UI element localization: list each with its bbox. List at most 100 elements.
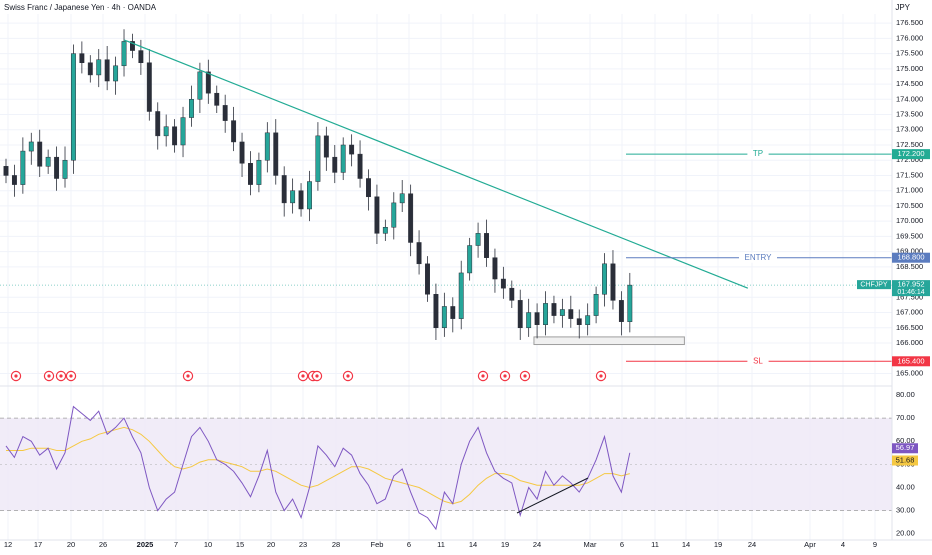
candle-body	[28, 141, 34, 152]
time-tick-label: 20	[67, 540, 75, 549]
rsi-ma-value-tag	[892, 455, 918, 466]
price-tick-label: 171.500	[896, 170, 923, 179]
event-dot	[59, 374, 63, 378]
candle	[627, 272, 633, 333]
event-markers	[10, 370, 607, 382]
candle-body	[290, 190, 296, 204]
time-tick-label: 24	[748, 540, 756, 549]
candle-body	[281, 175, 287, 204]
candle	[500, 266, 506, 299]
symbol-title[interactable]: Swiss Franc / Japanese Yen · 4h · OANDA	[4, 3, 157, 12]
candle	[37, 129, 43, 177]
candle-body	[113, 65, 119, 82]
candle-body	[450, 306, 456, 319]
candle	[517, 289, 523, 340]
candle-body	[248, 163, 253, 185]
time-tick-label: 28	[332, 540, 340, 549]
candle-body	[366, 178, 371, 198]
candle-body	[382, 226, 388, 234]
candle	[273, 119, 279, 185]
candle	[172, 119, 178, 153]
event-dot	[503, 374, 507, 378]
price-tick-label: 176.500	[896, 18, 923, 27]
event-dot	[47, 374, 51, 378]
time-tick-label: 19	[501, 540, 509, 549]
candle	[492, 248, 498, 293]
candle-body	[467, 245, 473, 274]
candle	[130, 33, 135, 59]
candle	[214, 85, 220, 114]
candle-body	[374, 196, 380, 234]
candle-body	[517, 300, 523, 329]
time-tick-label: 17	[34, 540, 42, 549]
time-tick-label: 2025	[137, 540, 154, 549]
time-tick-label: 11	[651, 540, 659, 549]
event-dot	[69, 374, 73, 378]
time-tick-label: 24	[533, 540, 541, 549]
candle	[290, 178, 296, 214]
sl-label-bg	[747, 356, 769, 367]
economic-event-icon	[65, 370, 77, 382]
candle-body	[399, 193, 405, 204]
entry-label: ENTRY	[745, 253, 773, 262]
candle-body	[576, 318, 582, 325]
candle-body	[526, 312, 532, 329]
candle-body	[70, 53, 76, 161]
price-tick-label: 167.000	[896, 308, 923, 317]
event-dot	[481, 374, 485, 378]
candle-body	[180, 117, 186, 146]
last-price-text: 167.952	[897, 280, 924, 289]
price-tick-label: 170.500	[896, 201, 923, 210]
candle-body	[37, 141, 43, 167]
candle-body	[62, 159, 68, 179]
price-tick-label: 169.500	[896, 231, 923, 240]
event-dot	[315, 374, 319, 378]
candle	[467, 237, 473, 281]
candle-body	[163, 126, 169, 137]
candle-body	[323, 135, 329, 158]
price-tick-label: 176.000	[896, 33, 923, 42]
candle-body	[458, 272, 464, 319]
candle	[484, 219, 489, 267]
rsi-value-text: 56.97	[896, 443, 915, 452]
candle	[391, 192, 397, 240]
rsi-pane	[0, 405, 892, 531]
candle-body	[593, 294, 599, 316]
candle	[366, 169, 371, 211]
candle-body	[138, 50, 144, 63]
candle	[3, 158, 9, 184]
event-dot	[301, 374, 305, 378]
candle-body	[87, 62, 93, 76]
candle	[62, 146, 68, 188]
candle	[222, 94, 228, 133]
candle-body	[408, 193, 414, 243]
candle	[104, 45, 110, 91]
currency-label[interactable]: JPY	[895, 3, 910, 12]
candle-body	[3, 166, 9, 176]
candle-body	[231, 120, 237, 143]
candle-body	[11, 175, 17, 185]
time-tick-label: Apr	[804, 540, 816, 549]
rsi-tick-label: 70.00	[896, 413, 915, 422]
candle	[315, 122, 321, 191]
candle-body	[509, 287, 515, 301]
candle-body	[205, 71, 211, 94]
candle	[281, 166, 287, 217]
candle-body	[146, 62, 152, 112]
candle	[121, 29, 127, 77]
candle-body	[475, 233, 481, 246]
price-axis: 176.500 176.000 175.500 175.000 174.500 174.0…	[857, 0, 932, 550]
rsi-value-tag	[892, 443, 918, 454]
time-tick-label: 23	[299, 540, 307, 549]
candle-body	[20, 150, 26, 185]
candle-body	[484, 233, 489, 258]
time-tick-label: Feb	[371, 540, 384, 549]
rsi-trendline	[516, 477, 589, 514]
candle-body	[349, 144, 355, 155]
price-tick-label: 175.000	[896, 64, 923, 73]
candle-body	[79, 53, 85, 63]
rsi-tick-label: 20.00	[896, 529, 915, 538]
event-dot	[14, 374, 18, 378]
